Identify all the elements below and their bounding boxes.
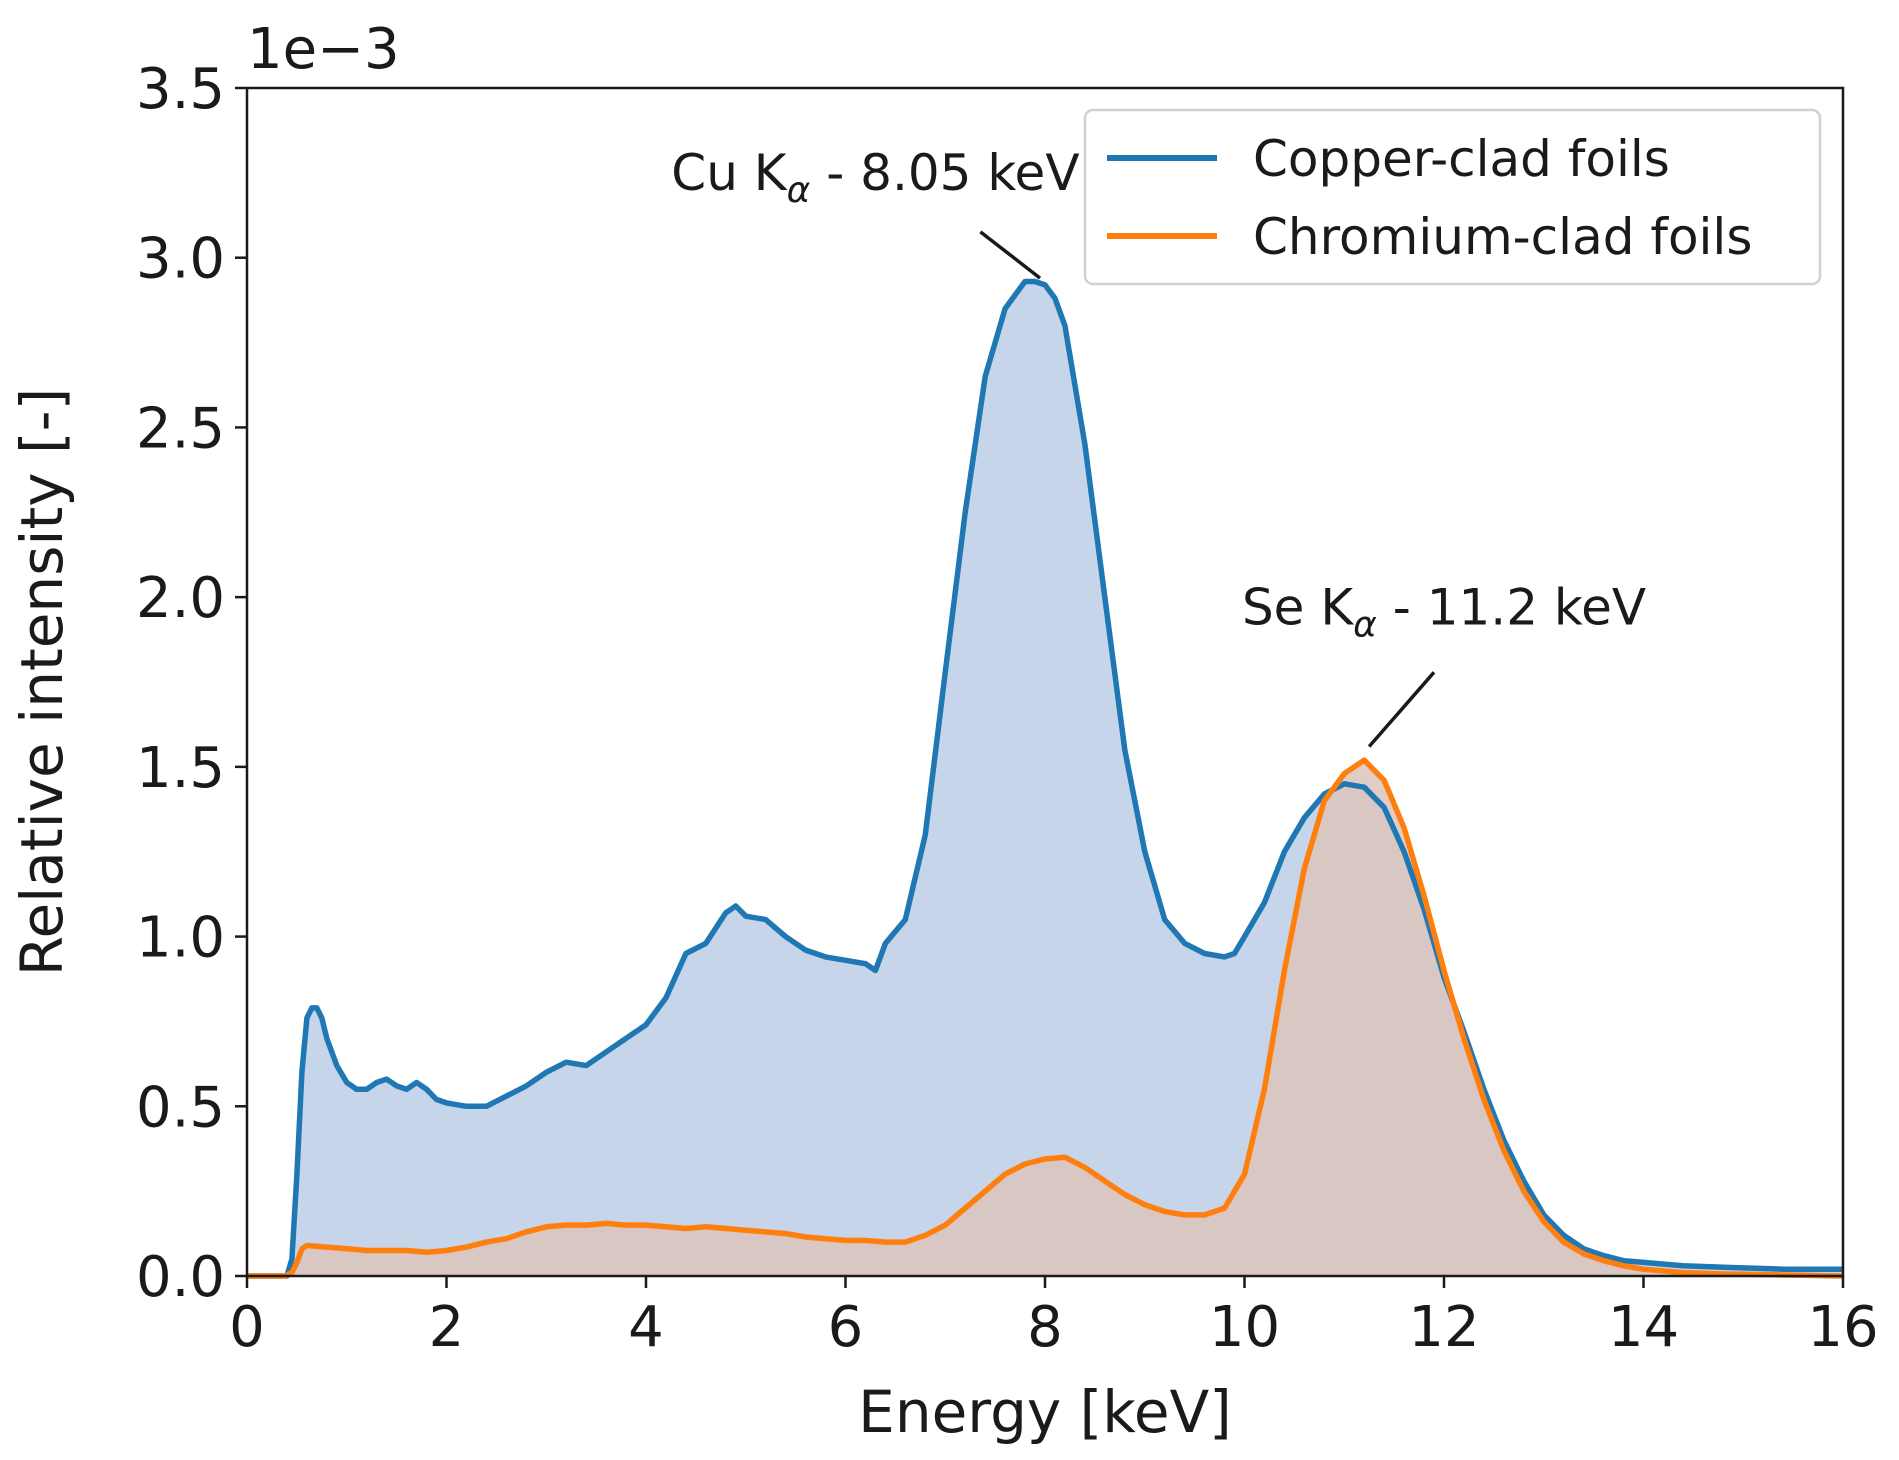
annotation-text: Cu Kα - 8.05 keV (671, 144, 1079, 211)
x-axis: 0 2 4 6 8 10 12 14 16 (229, 1276, 1879, 1360)
y-tick-label: 0.5 (136, 1075, 225, 1140)
y-tick-label: 0.0 (136, 1245, 225, 1310)
series-fill-1 (247, 281, 1843, 1276)
y-tick-label: 1.0 (136, 906, 225, 971)
annotation-arrow (1367, 671, 1436, 748)
annotations: Cu Kα - 8.05 keV Se Kα - 11.2 keV (671, 144, 1646, 748)
x-tick-label: 16 (1807, 1295, 1878, 1360)
x-tick-label: 12 (1408, 1295, 1479, 1360)
series-line-2 (247, 757, 1844, 1279)
y-axis-label: Relative intensity [-] (8, 388, 76, 976)
x-axis-label: Energy [keV] (858, 1378, 1232, 1446)
series-fills (247, 281, 1843, 1276)
legend-label: Copper-clad foils (1253, 130, 1670, 188)
series-lines (247, 278, 1844, 1279)
y-scale-label: 1e−3 (247, 17, 400, 82)
y-tick-label: 2.5 (136, 396, 225, 461)
annotation-2: Se Kα - 11.2 keV (1242, 578, 1646, 748)
annotation-1: Cu Kα - 8.05 keV (671, 144, 1080, 280)
x-tick-label: 8 (1027, 1295, 1063, 1360)
x-tick-label: 14 (1608, 1295, 1679, 1360)
x-tick-label: 4 (628, 1295, 664, 1360)
y-tick-label: 3.0 (136, 227, 225, 292)
x-tick-label: 0 (229, 1295, 265, 1360)
annotation-arrow (979, 230, 1042, 280)
annotation-text: Se Kα - 11.2 keV (1242, 578, 1646, 645)
y-tick-label: 2.0 (136, 566, 225, 631)
x-tick-label: 10 (1209, 1295, 1280, 1360)
x-tick-label: 2 (429, 1295, 465, 1360)
y-tick-label: 3.5 (136, 57, 225, 122)
y-tick-label: 1.5 (136, 736, 225, 801)
series-line-1 (247, 278, 1843, 1279)
series-fill-2 (247, 760, 1843, 1276)
legend-label: Chromium-clad foils (1253, 208, 1752, 266)
legend: Copper-clad foils Chromium-clad foils (1083, 108, 1822, 286)
x-tick-label: 6 (828, 1295, 864, 1360)
legend-box (1083, 108, 1822, 286)
y-axis: 0.0 0.5 1.0 1.5 2.0 2.5 3.0 3.5 (136, 57, 247, 1310)
